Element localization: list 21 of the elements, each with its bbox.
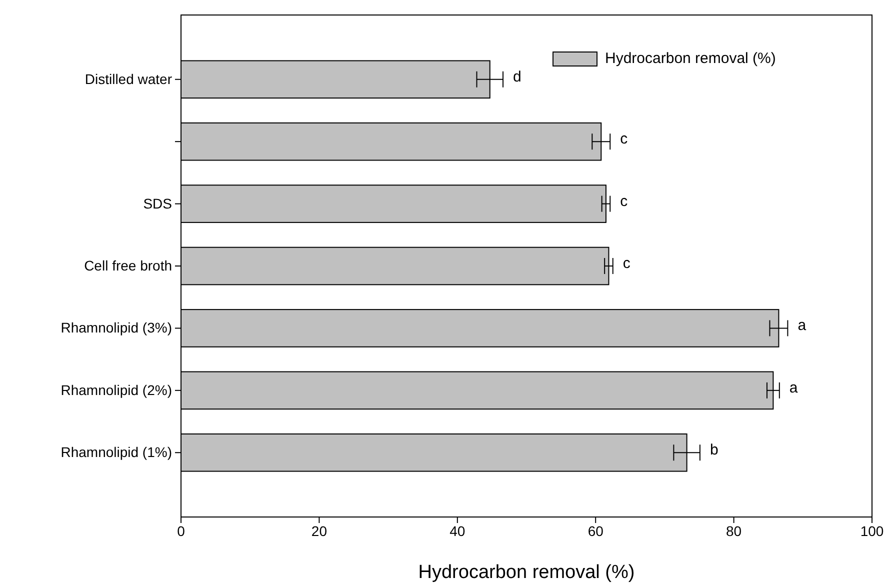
annotation: d bbox=[513, 68, 522, 86]
y-tick-label: SDS bbox=[143, 195, 172, 212]
x-tick-label: 100 bbox=[860, 522, 884, 539]
y-tick-label: Cell free broth bbox=[84, 257, 172, 274]
x-tick-label: 40 bbox=[450, 522, 466, 539]
annotation: b bbox=[710, 442, 718, 459]
annotation: c bbox=[620, 192, 628, 210]
annotation: a bbox=[789, 379, 798, 396]
y-tick-label: Rhamnolipid (3%) bbox=[60, 320, 172, 336]
annotation: a bbox=[798, 317, 807, 334]
x-tick-label: 80 bbox=[726, 522, 742, 539]
annotation: c bbox=[620, 130, 628, 148]
y-tick-label: Distilled water bbox=[84, 70, 172, 87]
y-tick-label: Rhamnolipid (2%) bbox=[60, 382, 172, 398]
x-axis-title: Hydrocarbon removal (%) bbox=[418, 562, 635, 583]
x-tick-label: 0 bbox=[177, 522, 186, 539]
annotation: c bbox=[622, 254, 631, 272]
x-tick-label: 60 bbox=[588, 522, 604, 539]
x-tick-label: 20 bbox=[311, 522, 328, 539]
y-tick-label: Rhamnolipid (1%) bbox=[60, 444, 172, 460]
legend-label: Hydrocarbon removal (%) bbox=[605, 50, 776, 67]
